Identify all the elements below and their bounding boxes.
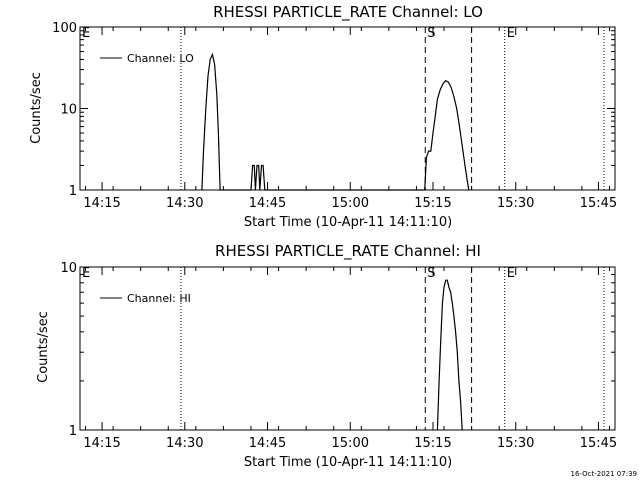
- y-tick-label: 100: [52, 21, 77, 36]
- series-lo: [201, 52, 470, 191]
- axis-ticks-hi: 14:15 14:30 14:45 15:00 15:15 15:30 15:45 1 10: [60, 261, 617, 451]
- x-axis-title-hi: Start Time (10-Apr-11 14:11:10): [244, 455, 452, 470]
- chart-panel-lo: RHESSI PARTICLE_RATE Channel: LO Counts/…: [29, 3, 617, 230]
- event-marker-label: E: [82, 266, 90, 281]
- series-line-hi: [436, 279, 463, 431]
- x-tick-label: 14:15: [83, 436, 120, 451]
- legend-label-lo: Channel: LO: [127, 52, 194, 65]
- y-tick-label: 1: [69, 184, 77, 199]
- x-tick-label: 15:15: [414, 196, 451, 211]
- event-marker-label: E: [507, 266, 515, 281]
- x-tick-label: 15:30: [497, 196, 534, 211]
- x-tick-label: 14:15: [83, 196, 120, 211]
- x-tick-label: 15:45: [580, 436, 617, 451]
- series-line-lo: [201, 52, 470, 191]
- chart-panel-hi: RHESSI PARTICLE_RATE Channel: HI Counts/…: [36, 242, 617, 470]
- x-tick-label: 15:15: [414, 436, 451, 451]
- y-axis-title-hi: Counts/sec: [36, 311, 51, 383]
- x-tick-label: 14:45: [249, 436, 286, 451]
- x-axis-title-lo: Start Time (10-Apr-11 14:11:10): [244, 215, 452, 230]
- x-tick-label: 15:30: [497, 436, 534, 451]
- series-hi: [436, 279, 463, 431]
- y-tick-label: 1: [69, 424, 77, 439]
- axis-ticks-lo: 14:15 14:30 14:45 15:00 15:15 15:30 15:45 1 10 10…: [52, 21, 617, 211]
- plot-frame-hi: [79, 266, 616, 431]
- x-tick-label: 14:30: [166, 436, 203, 451]
- x-tick-label: 15:45: [580, 196, 617, 211]
- x-tick-label: 15:00: [332, 436, 369, 451]
- event-marker-label: S: [427, 26, 435, 41]
- chart-title-lo: RHESSI PARTICLE_RATE Channel: LO: [213, 3, 483, 22]
- footer-timestamp: 16-Oct-2021 07:39: [571, 470, 637, 478]
- x-tick-label: 14:30: [166, 196, 203, 211]
- x-tick-label: 14:45: [249, 196, 286, 211]
- legend-label-hi: Channel: HI: [127, 292, 191, 305]
- x-tick-label: 15:00: [332, 196, 369, 211]
- y-axis-title-lo: Counts/sec: [29, 72, 44, 144]
- event-marker-label: E: [507, 26, 515, 41]
- y-tick-label: 10: [60, 103, 77, 118]
- event-marker-label: E: [82, 26, 90, 41]
- chart-title-hi: RHESSI PARTICLE_RATE Channel: HI: [215, 242, 481, 261]
- event-marker-label: S: [427, 266, 435, 281]
- y-tick-label: 10: [60, 261, 77, 276]
